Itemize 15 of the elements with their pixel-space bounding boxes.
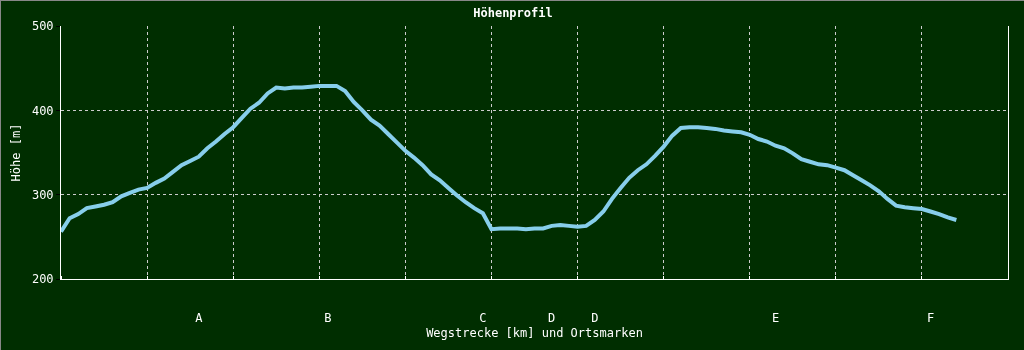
y-tick-label: 300 — [31, 187, 54, 202]
x-tick-label: C — [479, 311, 487, 326]
line-series — [61, 83, 959, 234]
x-tick-label: A — [195, 311, 204, 326]
x-tick-label: D — [548, 311, 556, 326]
x-tick-label: E — [771, 311, 780, 326]
x-axis-title: Wegstrecke [km] und Ortsmarken — [426, 326, 643, 341]
y-tick-label: 200 — [31, 272, 54, 287]
y-tick-label: 500 — [31, 19, 54, 34]
y-axis-title: Höhe [m] — [9, 123, 24, 182]
x-tick-label: F — [926, 311, 935, 326]
x-tick-label: B — [324, 311, 332, 326]
x-tick-label: D — [591, 311, 599, 326]
chart-title: Höhenprofil — [473, 6, 553, 21]
y-tick-label: 400 — [31, 103, 54, 118]
